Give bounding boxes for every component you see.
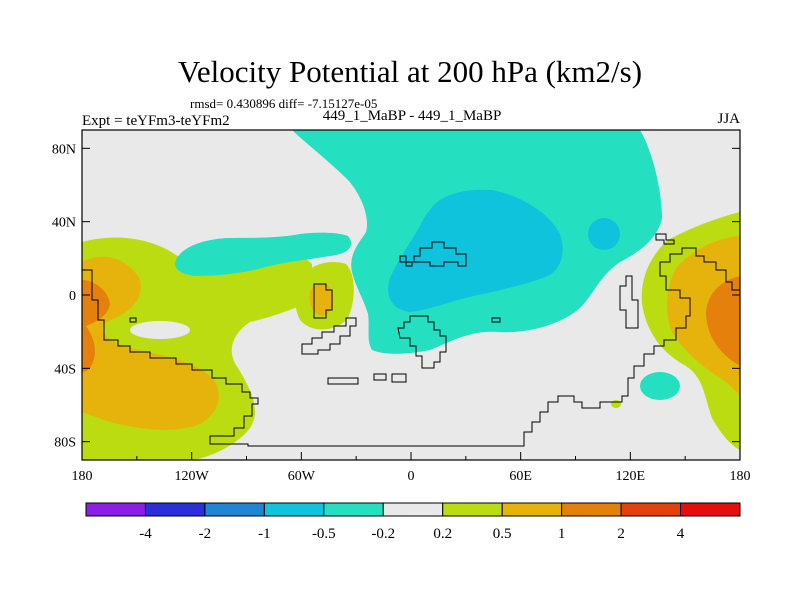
colorbar-label: 2 xyxy=(617,526,625,542)
x-tick-label: 60W xyxy=(288,469,316,484)
map-area xyxy=(82,130,740,460)
x-tick-label: 120E xyxy=(616,469,646,484)
contour-fill-0.2-small xyxy=(611,400,621,408)
colorbar-swatch xyxy=(323,502,384,517)
colorbar-swatch xyxy=(144,502,206,517)
x-tick-label: 180 xyxy=(730,469,751,484)
contour-hole-west xyxy=(130,321,190,339)
colorbar-label: 4 xyxy=(677,526,685,542)
colorbar-label: 1 xyxy=(558,526,566,542)
coast-eurasia xyxy=(399,241,467,267)
colorbar-swatch xyxy=(204,502,265,517)
x-tick-label: 60E xyxy=(509,469,532,484)
contour-fill-0.5-east xyxy=(667,236,740,396)
y-tick-label: 40S xyxy=(54,362,76,377)
colorbar-swatch xyxy=(561,502,622,517)
y-ticks: 80N 40N 0 40S 80S xyxy=(52,142,740,451)
colorbar-label: -4 xyxy=(139,526,152,542)
colorbar-swatch xyxy=(501,502,563,517)
colorbar-label: -0.5 xyxy=(312,526,336,542)
chart-title: Velocity Potential at 200 hPa (km2/s) xyxy=(178,54,642,89)
coast-islands xyxy=(327,377,359,385)
coast-western-asia xyxy=(619,275,639,329)
x-tick-label: 180 xyxy=(72,469,93,484)
y-tick-label: 80S xyxy=(54,436,76,451)
colorbar: -4 -2 -1 -0.5 -0.2 0.2 0.5 1 2 4 xyxy=(85,502,741,542)
coast-arabia xyxy=(491,317,501,323)
x-tick-label: 120W xyxy=(175,469,210,484)
contour-fill-neg0.2-north-tongue xyxy=(174,232,352,276)
experiment-label: Expt = teYFm3-teYFm2 xyxy=(82,113,230,129)
contour-fill-0.5-central xyxy=(309,283,334,316)
coast-island-3 xyxy=(129,317,137,323)
colorbar-swatch xyxy=(263,502,325,517)
y-tick-label: 0 xyxy=(69,289,76,304)
colorbar-label: -1 xyxy=(258,526,271,542)
coast-africa xyxy=(397,315,447,369)
colorbar-label: -2 xyxy=(199,526,212,542)
contour-fill-neg0.5-small xyxy=(588,218,620,250)
y-tick-label: 40N xyxy=(52,216,76,231)
colorbar-label: 0.2 xyxy=(433,526,452,542)
x-tick-label: 0 xyxy=(408,469,415,484)
y-tick-label: 80N xyxy=(52,142,76,157)
colorbar-swatch xyxy=(382,502,444,517)
colorbar-swatch xyxy=(620,502,682,517)
colorbar-label: -0.2 xyxy=(371,526,395,542)
season-label: JJA xyxy=(717,111,740,127)
contour-fill-neg0.5-main xyxy=(388,189,563,312)
stats-line: rmsd= 0.430896 diff= -7.15127e-05 xyxy=(190,96,377,111)
coastlines xyxy=(82,233,740,447)
coast-japan xyxy=(655,233,675,245)
coast-south-america-2 xyxy=(301,317,357,355)
colorbar-swatch xyxy=(85,502,146,517)
colorbar-label: 0.5 xyxy=(493,526,512,542)
contour-fill-1-east xyxy=(706,276,740,366)
x-ticks: 180 120W 60W 0 60E 120E 180 xyxy=(72,452,751,484)
coast-south-america xyxy=(313,283,333,319)
contour-fill-neg0.2-island xyxy=(640,372,680,400)
contour-fill-1-west xyxy=(82,280,110,372)
case-label: 449_1_MaBP - 449_1_MaBP xyxy=(323,108,502,124)
colorbar-swatch xyxy=(680,502,741,517)
colorbar-swatch xyxy=(442,502,503,517)
contour-fill-0.5-west xyxy=(82,256,219,430)
coast-islands-2 xyxy=(373,373,407,383)
coast-west-continent xyxy=(82,247,740,447)
